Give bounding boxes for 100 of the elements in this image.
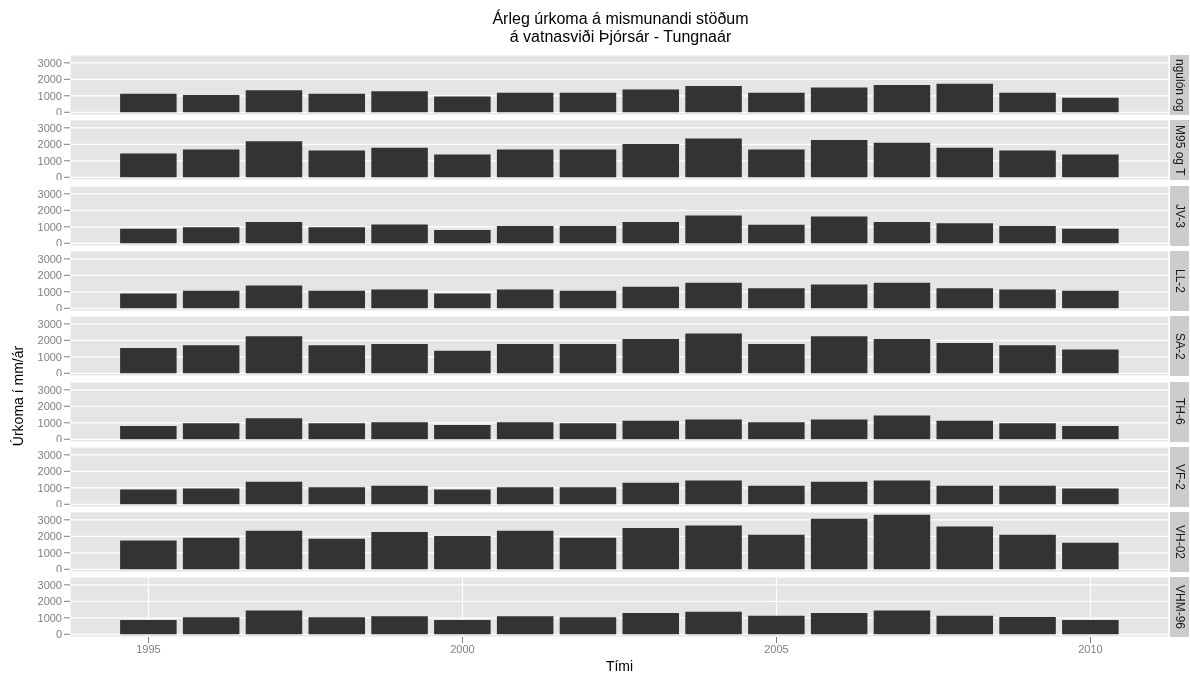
- bar: [496, 530, 554, 570]
- bar: [434, 229, 491, 243]
- bar: [685, 612, 742, 635]
- text: VH-02: [1172, 525, 1187, 560]
- bar: [245, 336, 303, 374]
- bar: [371, 289, 428, 309]
- bar: [371, 421, 428, 439]
- bar: [748, 224, 805, 243]
- bar: [685, 138, 742, 178]
- bar: [308, 422, 366, 439]
- bar: [434, 96, 491, 113]
- bar: [245, 90, 303, 113]
- bar: [748, 92, 805, 113]
- y-tick-label: 1000: [37, 481, 62, 494]
- text: SA-2: [1172, 332, 1187, 360]
- text: M95 og T: [1172, 125, 1187, 176]
- bar: [748, 485, 805, 505]
- bar: [685, 85, 742, 113]
- bar: [308, 226, 366, 243]
- y-tick-label: 1000: [37, 285, 62, 298]
- bar: [999, 485, 1056, 505]
- y-tick-label: 1000: [37, 546, 62, 559]
- bar: [748, 149, 805, 178]
- bar: [308, 487, 366, 505]
- bar: [936, 485, 994, 505]
- bar: [936, 526, 994, 570]
- bar: [245, 610, 303, 635]
- bar: [1062, 228, 1119, 243]
- x-tick-label: 2000: [450, 643, 475, 656]
- y-tick-label: 3000: [37, 513, 62, 526]
- bar: [622, 286, 680, 309]
- bar: [810, 87, 868, 113]
- bar: [182, 617, 240, 635]
- bar: [873, 339, 931, 374]
- bar: [308, 290, 366, 309]
- y-tick-label: 1000: [37, 89, 62, 102]
- y-tick-label: 3000: [37, 579, 62, 592]
- y-tick-label: 2000: [37, 73, 62, 86]
- bar: [120, 540, 177, 570]
- text: LL-2: [1172, 268, 1187, 293]
- bar: [245, 285, 303, 309]
- bar: [371, 616, 428, 635]
- bar: [120, 153, 177, 178]
- bar: [622, 89, 680, 113]
- bar: [182, 422, 240, 439]
- bar: [873, 142, 931, 178]
- bar: [245, 141, 303, 178]
- y-tick-label: 2000: [37, 399, 62, 412]
- bar: [245, 417, 303, 439]
- bar: [999, 534, 1056, 570]
- y-tick-label: 3000: [37, 317, 62, 330]
- bar: [559, 487, 617, 505]
- bar: [999, 225, 1056, 243]
- bar: [748, 534, 805, 570]
- bar: [559, 149, 617, 178]
- bar: [685, 525, 742, 570]
- bar: [559, 92, 617, 113]
- y-tick-label: 2000: [37, 269, 62, 282]
- bar: [1062, 349, 1119, 374]
- bar: [496, 344, 554, 374]
- bar: [1062, 488, 1119, 505]
- text: VF-2: [1172, 463, 1187, 490]
- bar: [999, 92, 1056, 113]
- bar: [748, 344, 805, 374]
- text: VHM-96: [1172, 585, 1187, 630]
- bar: [810, 419, 868, 439]
- y-tick-label: 1000: [37, 155, 62, 167]
- bar: [999, 617, 1056, 635]
- bar: [873, 221, 931, 243]
- bar: [873, 610, 931, 635]
- bar: [936, 148, 994, 178]
- x-tick-label: 1995: [136, 643, 161, 656]
- y-tick-label: 2000: [37, 595, 62, 608]
- y-tick-label: 1000: [37, 220, 62, 233]
- y-axis-title: Úrkoma í mm/ár: [10, 346, 26, 447]
- y-tick-label: 3000: [37, 383, 62, 396]
- y-tick-label: 2000: [37, 334, 62, 347]
- chart-title: Árleg úrkoma á mismunandi stöðum á vatnasviði Þjórsár - Tungnaár: [491, 10, 750, 46]
- bar: [182, 290, 240, 309]
- bar: [936, 222, 994, 243]
- bar: [999, 422, 1056, 439]
- x-tick-label: 2010: [1078, 643, 1103, 656]
- bar: [810, 613, 868, 635]
- bar: [622, 528, 680, 570]
- bar: [936, 420, 994, 439]
- bar: [936, 83, 994, 113]
- bar: [434, 424, 491, 439]
- bar: [182, 94, 240, 113]
- bar: [308, 150, 366, 178]
- bar: [622, 420, 680, 439]
- bar: [559, 422, 617, 439]
- bar: [496, 616, 554, 635]
- bar: [496, 225, 554, 243]
- bar: [496, 421, 554, 439]
- bar: [434, 154, 491, 178]
- y-tick-label: 3000: [37, 252, 62, 265]
- x-tick-label: 2005: [764, 643, 789, 656]
- y-tick-label: 3000: [37, 56, 62, 69]
- bar: [182, 537, 240, 570]
- bar: [685, 480, 742, 505]
